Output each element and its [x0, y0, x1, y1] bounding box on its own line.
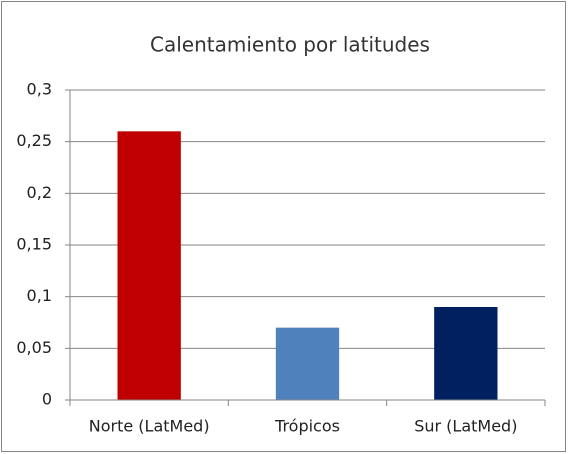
bar	[275, 327, 340, 400]
y-tick-label: 0,1	[27, 286, 52, 305]
y-tick-label: 0,05	[16, 338, 52, 357]
y-tick-label: 0	[42, 390, 52, 409]
chart-title: Calentamiento por latitudes	[150, 33, 430, 57]
x-tick-label: Trópicos	[274, 417, 340, 436]
x-tick-label: Norte (LatMed)	[89, 417, 210, 436]
y-tick-label: 0,25	[16, 131, 52, 150]
x-tick-label: Sur (LatMed)	[414, 417, 517, 436]
y-tick-label: 0,2	[27, 183, 52, 202]
bar	[117, 131, 181, 401]
y-tick-label: 0,15	[16, 235, 52, 254]
bar	[434, 307, 498, 400]
y-tick-label: 0,3	[27, 80, 52, 99]
